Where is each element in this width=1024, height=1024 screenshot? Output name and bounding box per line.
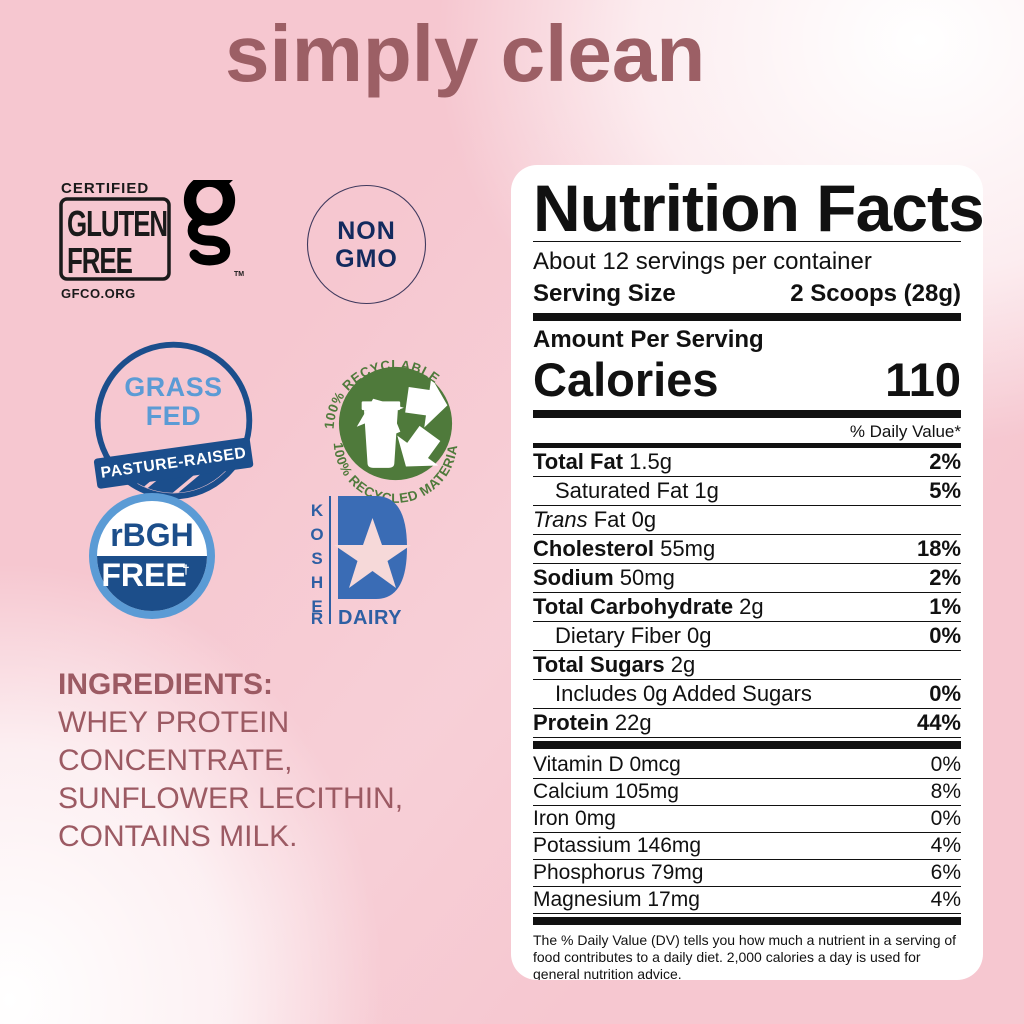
svg-text:S: S — [311, 549, 322, 568]
svg-text:NON: NON — [337, 217, 396, 245]
svg-text:FREE: FREE — [67, 241, 132, 281]
svg-text:CERTIFIED: CERTIFIED — [61, 180, 149, 197]
svg-text:TM: TM — [234, 271, 244, 278]
svg-text:FREE: FREE — [101, 557, 186, 593]
svg-text:†: † — [182, 562, 189, 577]
svg-text:DAIRY: DAIRY — [338, 607, 402, 627]
svg-text:O: O — [310, 525, 323, 544]
svg-text:GFCO.ORG: GFCO.ORG — [61, 286, 136, 301]
svg-text:GLUTEN: GLUTEN — [67, 204, 167, 244]
svg-text:R: R — [311, 609, 323, 627]
svg-text:GRASS: GRASS — [124, 372, 222, 402]
svg-text:K: K — [311, 501, 324, 520]
svg-text:H: H — [311, 573, 323, 592]
svg-text:FED: FED — [146, 401, 201, 431]
svg-text:rBGH: rBGH — [110, 517, 194, 553]
svg-text:GMO: GMO — [335, 245, 398, 273]
